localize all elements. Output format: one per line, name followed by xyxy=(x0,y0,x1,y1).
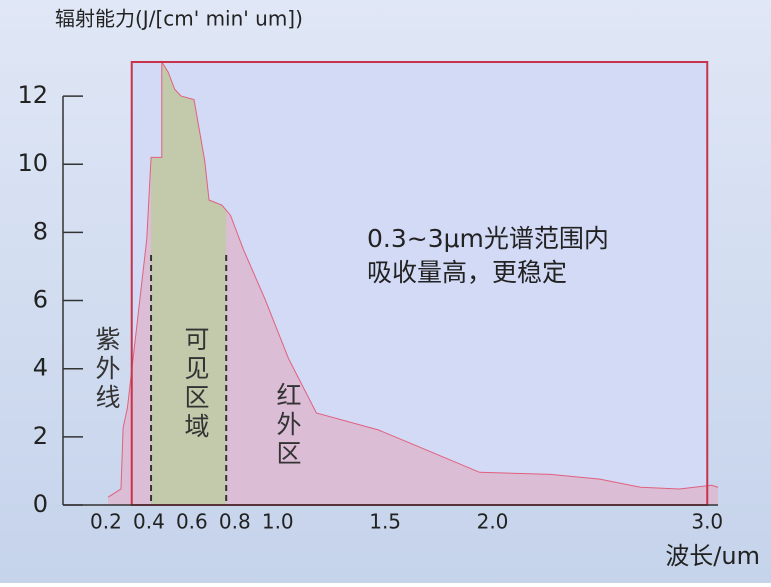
x-tick-label: 0.2 xyxy=(90,510,122,534)
y-tick-label: 0 xyxy=(33,490,48,518)
x-axis-title: 波长/um xyxy=(665,542,760,570)
x-tick-label: 1.0 xyxy=(262,510,294,534)
annotation: 吸收量高，更稳定 xyxy=(367,258,567,287)
region-label: 红外区 xyxy=(273,382,302,469)
region-label: 可见区域 xyxy=(181,326,210,442)
area xyxy=(108,62,718,505)
y-tick-label: 8 xyxy=(33,217,48,245)
x-tick-label: 2.0 xyxy=(477,510,509,534)
y-tick-label: 12 xyxy=(17,81,48,109)
region-label: 紫外线 xyxy=(92,326,121,413)
y-tick-label: 6 xyxy=(33,286,48,314)
y-tick-label: 10 xyxy=(17,149,48,177)
x-tick-label: 0.4 xyxy=(133,510,165,534)
x-tick-label: 3.0 xyxy=(691,510,723,534)
x-tick-label: 0.6 xyxy=(176,510,208,534)
plot: 0 2 4 6 8 10 12 0.2 0.4 0.6 0.8 1.0 1.5 2.0 3.0 xyxy=(17,60,723,534)
x-tick-label: 0.8 xyxy=(219,510,251,534)
y-axis-title: 辐射能力(J/[cm' min' um]) xyxy=(55,7,303,31)
x-tick-label: 1.5 xyxy=(369,510,401,534)
visible-area xyxy=(151,62,227,505)
annotation: 0.3~3μm光谱范围内 xyxy=(367,224,609,253)
y-tick-label: 2 xyxy=(33,422,48,450)
y-tick-label: 4 xyxy=(33,354,48,382)
line xyxy=(107,60,719,498)
